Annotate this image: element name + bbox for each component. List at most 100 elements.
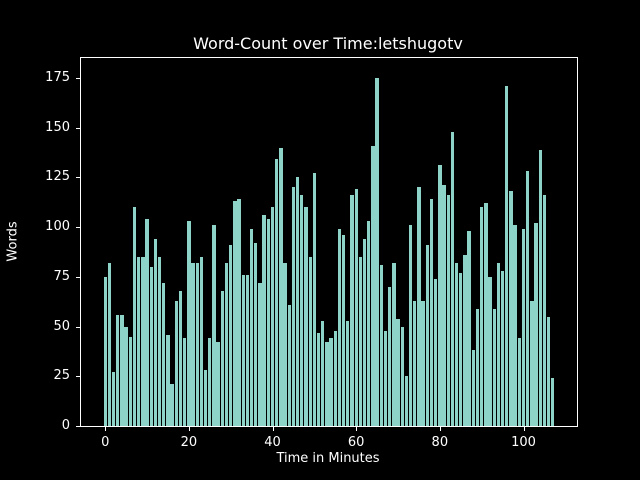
bar	[137, 256, 141, 426]
bar	[371, 145, 375, 426]
bar	[141, 256, 145, 426]
y-tick	[76, 177, 80, 179]
bar	[233, 201, 237, 426]
bar	[450, 131, 455, 426]
bar	[358, 256, 363, 426]
bar	[446, 195, 450, 426]
bar	[333, 330, 337, 426]
bar	[413, 300, 417, 426]
bar	[170, 384, 174, 426]
bar	[162, 282, 166, 426]
bar	[367, 221, 371, 426]
bar	[392, 262, 396, 426]
bar	[480, 207, 484, 426]
bar	[132, 207, 137, 426]
bar	[224, 262, 229, 426]
bar	[496, 262, 501, 426]
bar	[308, 256, 312, 426]
y-tick-label: 0	[61, 418, 70, 433]
bar	[258, 282, 262, 426]
y-tick-label: 175	[45, 69, 70, 85]
bar	[312, 173, 317, 426]
bar	[354, 189, 358, 426]
bar	[283, 262, 287, 426]
y-tick-label: 75	[53, 268, 70, 284]
bar	[128, 336, 132, 426]
bar	[275, 159, 279, 426]
bar	[513, 225, 517, 426]
bar	[262, 215, 266, 426]
x-tick	[523, 427, 525, 431]
bar	[475, 308, 480, 426]
bar	[546, 316, 551, 426]
x-tick	[188, 427, 190, 431]
bar	[484, 203, 488, 426]
bar	[187, 221, 191, 426]
y-tick-label: 150	[45, 119, 70, 135]
bar	[337, 229, 342, 426]
y-tick-label: 100	[45, 219, 70, 235]
y-tick-label: 125	[45, 169, 70, 185]
bar	[425, 244, 429, 426]
bar	[408, 225, 413, 426]
bar	[216, 342, 220, 426]
bar	[300, 195, 304, 426]
x-tick	[356, 427, 358, 431]
x-tick-label: 40	[264, 435, 281, 450]
bar	[145, 219, 149, 426]
plot-area: 0 25 50 75 100 125 150 175 0 20 40 60 80 100	[45, 57, 578, 450]
bar	[383, 330, 388, 426]
bar	[379, 264, 383, 426]
bar	[120, 314, 124, 426]
bar	[220, 290, 224, 426]
bar	[149, 266, 153, 426]
bar	[329, 338, 333, 426]
bar	[208, 338, 212, 426]
x-tick-label: 20	[180, 435, 198, 450]
bar	[237, 199, 241, 426]
bar	[517, 338, 521, 426]
bar	[304, 207, 308, 426]
bar	[387, 286, 392, 426]
bar	[509, 191, 513, 426]
bar	[500, 270, 505, 426]
bar	[174, 300, 178, 426]
y-tick	[76, 77, 80, 79]
bar	[438, 165, 442, 426]
bar	[341, 235, 346, 426]
bar	[463, 254, 467, 426]
x-tick-label: 80	[431, 435, 449, 450]
bar	[488, 276, 492, 426]
bar	[254, 243, 258, 426]
bar	[396, 318, 400, 426]
bar	[375, 77, 379, 426]
bar	[103, 276, 107, 426]
bar	[433, 278, 438, 426]
bar	[229, 244, 233, 426]
y-tick-label: 25	[53, 368, 70, 384]
bar	[530, 300, 534, 426]
bar	[350, 195, 354, 426]
bar	[199, 256, 204, 426]
bar	[241, 274, 245, 426]
bar	[526, 171, 530, 426]
bar	[346, 320, 350, 426]
x-tick	[105, 427, 107, 431]
x-axis-label: Time in Minutes	[276, 451, 380, 466]
bar	[266, 219, 271, 426]
y-axis-label: Words	[5, 221, 21, 262]
bar	[279, 147, 283, 426]
bar	[325, 342, 329, 426]
bar	[295, 177, 300, 426]
bar	[153, 239, 158, 426]
bar	[471, 350, 475, 426]
bar	[212, 225, 216, 426]
bar	[429, 199, 434, 426]
bar	[421, 300, 425, 426]
y-tick	[76, 426, 80, 427]
bar	[270, 207, 275, 426]
y-tick	[76, 276, 80, 278]
bar	[157, 256, 162, 426]
bar	[362, 239, 367, 426]
